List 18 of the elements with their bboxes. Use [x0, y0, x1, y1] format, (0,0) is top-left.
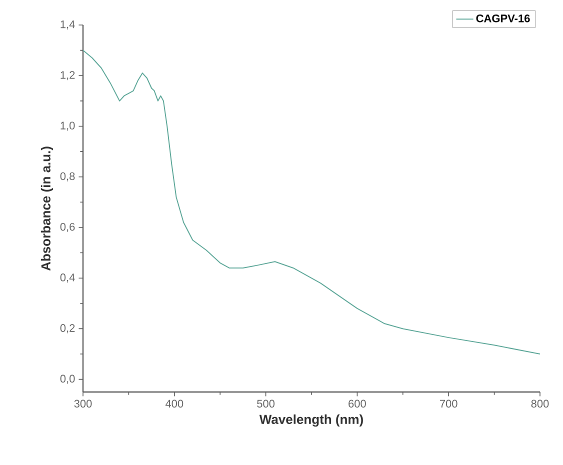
y-tick-label: 1,4: [60, 20, 75, 30]
y-tick-label: 0,6: [60, 222, 75, 232]
x-tick-label: 500: [257, 400, 275, 408]
y-tick-label: 1,2: [60, 71, 75, 80]
y-tick-label: 0,4: [60, 274, 75, 283]
y-tick-label: 0,2: [60, 324, 75, 334]
y-tick-label: 1,0: [60, 122, 75, 131]
y-tick-label: 0,8: [60, 172, 75, 182]
x-tick-label: 700: [440, 400, 458, 408]
x-axis-title: Wavelength (nm): [259, 414, 363, 427]
line-series: [82, 50, 540, 355]
x-tick-label: 300: [74, 400, 92, 408]
y-tick-label: 0,0: [60, 374, 75, 384]
x-tick-label: 400: [165, 400, 184, 408]
x-tick-label: 800: [531, 400, 549, 408]
x-tick-label: 600: [348, 400, 366, 408]
y-axis-title: Absorbance (in a.u.): [40, 146, 54, 271]
legend-label: CAGPV-16: [476, 14, 530, 22]
